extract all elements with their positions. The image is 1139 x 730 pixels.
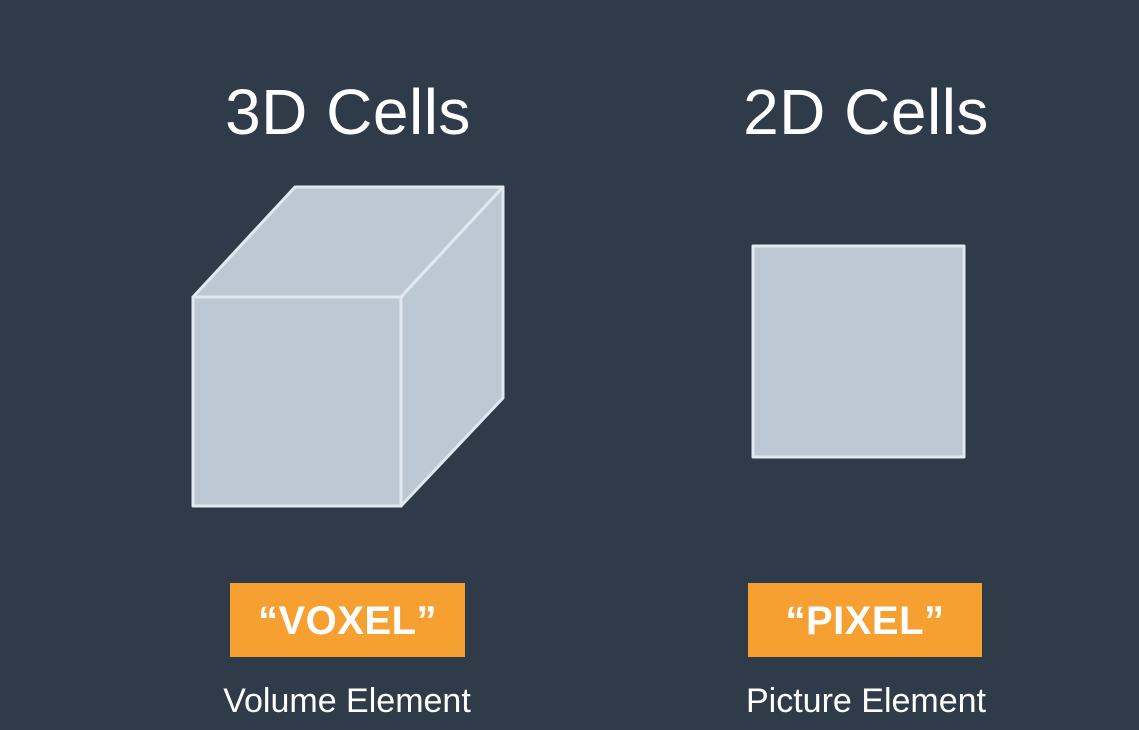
pixel-tag: “PIXEL”: [748, 583, 982, 657]
voxel-tag: “VOXEL”: [230, 583, 465, 657]
cube-icon: [191, 185, 505, 508]
caption-picture-element: Picture Element: [746, 682, 986, 720]
title-3d-cells: 3D Cells: [225, 76, 471, 148]
square-face: [751, 244, 966, 459]
square-icon: [751, 244, 966, 459]
caption-volume-element: Volume Element: [223, 682, 471, 720]
title-2d-cells: 2D Cells: [743, 76, 989, 148]
cube-front-face: [191, 295, 403, 508]
